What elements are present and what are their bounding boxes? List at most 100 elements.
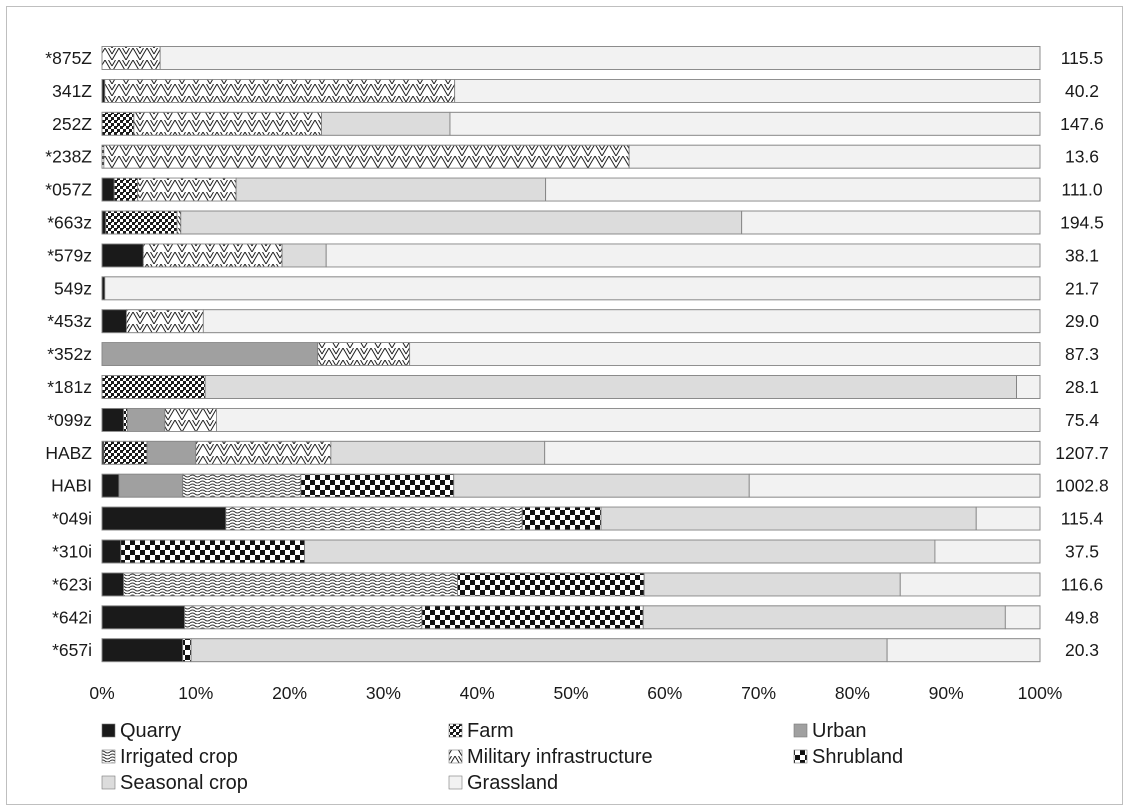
legend-swatch [793,723,808,738]
legend-label: Irrigated crop [120,746,238,768]
bar-row-habi [101,473,1041,498]
category-label: *310i [52,542,92,562]
bar-row-049i [101,506,1041,531]
bar-outline-057z [101,177,1041,202]
legend-label: Farm [467,720,514,742]
bar-segment-642i-grassland [1004,605,1041,630]
legend-swatch [448,723,463,738]
total-label: 40.2 [1065,81,1099,101]
bar-segment-579z-seasonal-crop [281,243,327,268]
bar-segment-623i-seasonal-crop [643,572,901,597]
legend-label: Military infrastructure [467,746,653,768]
bar-segment-657i-shrubland [182,638,192,663]
bar-outline-453z [101,309,1041,334]
bar-segment-057z-seasonal-crop [235,177,547,202]
bar-segment-657i-grassland [886,638,1041,663]
legend-swatch [448,749,463,764]
legend-label: Grassland [467,772,558,794]
total-label: 1002.8 [1055,476,1109,496]
bar-segment-642i-shrubland [421,605,644,630]
legend-item-seasonal-crop: Seasonal crop [101,772,248,794]
bar-segment-623i-quarry [101,572,124,597]
category-label: *657i [52,640,92,660]
bar-segment-057z-farm [113,177,139,202]
chart-frame [6,6,1123,805]
bar-row-875z [101,46,1041,70]
total-label: 21.7 [1065,278,1099,298]
bar-segment-049i-shrubland [521,506,602,531]
bar-segment-623i-shrubland [457,572,645,597]
x-tick-label: 80% [835,683,870,703]
bar-segment-549z-grassland [104,276,1041,301]
bar-segment-623i-irrigated-crop [123,572,458,597]
category-label: *049i [52,509,92,529]
category-label: HABZ [45,443,92,463]
bar-segment-057z-military-infrastructure [137,177,237,202]
bar-segment-579z-grassland [325,243,1041,268]
total-label: 111.0 [1061,180,1102,200]
bar-outline-099z [101,407,1041,432]
bar-outline-657i [101,638,1041,663]
category-label: *057Z [45,180,92,200]
x-tick-label: 10% [178,683,213,703]
bar-row-352z [101,342,1041,367]
bar-segment-875z-military-infrastructure [101,46,161,70]
bar-segment-habi-urban [118,473,184,498]
legend-item-urban: Urban [793,720,866,742]
total-label: 147.6 [1060,114,1104,134]
bar-segment-049i-quarry [101,506,227,531]
bar-segment-579z-quarry [101,243,144,268]
bar-segment-310i-shrubland [120,539,306,564]
bar-segment-099z-grassland [216,407,1041,432]
bar-segment-057z-grassland [545,177,1041,202]
legend-swatch [101,749,116,764]
bar-row-657i [101,638,1041,663]
bar-outline-579z [101,243,1041,268]
bar-segment-049i-irrigated-crop [225,506,523,531]
bar-segment-663z-quarry [101,210,107,235]
bar-outline-252z [101,111,1041,136]
legend-swatch [793,749,808,764]
bar-row-453z [101,309,1041,334]
bar-segment-875z-grassland [159,46,1041,70]
bar-segment-352z-urban [101,342,319,367]
legend-item-farm: Farm [448,720,514,742]
total-labels: 115.5 40.2 147.6 13.6 111.0 194.5 38.1 21.7 29.0… [1055,48,1109,660]
category-label: *352z [47,344,92,364]
category-label: *181z [47,377,92,397]
bar-outline-341z [101,79,1041,103]
x-tick-label: 0% [89,683,114,703]
category-label: *663z [47,213,92,233]
bar-segment-habi-irrigated-crop [182,473,302,498]
bar-row-663z [101,210,1041,235]
x-tick-label: 40% [460,683,495,703]
category-label: HABI [51,476,92,496]
legend-label: Quarry [120,720,181,742]
bar-outline-181z [101,375,1041,399]
total-label: 49.8 [1065,607,1099,627]
x-axis: 0% 10% 20% 30% 40% 50% 60% 70% 80% 90% 100% [89,683,1062,703]
bar-segment-453z-quarry [101,309,127,334]
total-label: 20.3 [1065,640,1099,660]
bar-row-623i [101,572,1041,597]
total-label: 115.4 [1061,509,1104,529]
bar-segment-099z-urban [126,407,166,432]
bar-segment-642i-quarry [101,605,185,630]
category-label: *875Z [45,48,92,68]
category-labels: *875Z 341Z 252Z *238Z *057Z *663z *579z 549z *45… [45,48,92,660]
bar-segment-habi-shrubland [300,473,455,498]
x-tick-label: 60% [647,683,682,703]
bar-segment-663z-farm [105,210,178,235]
legend-item-military-infrastructure: Military infrastructure [448,746,653,768]
category-label: *579z [47,245,92,265]
bar-segment-238z-military-infrastructure [103,144,630,169]
bar-segment-453z-military-infrastructure [125,309,204,334]
legend-swatch [448,775,463,790]
bar-segment-049i-grassland [975,506,1041,531]
bar-segment-252z-grassland [449,111,1041,136]
bars-group [101,46,1041,663]
bar-row-238z [101,144,1041,169]
x-tick-label: 70% [741,683,776,703]
category-label: *453z [47,311,92,331]
